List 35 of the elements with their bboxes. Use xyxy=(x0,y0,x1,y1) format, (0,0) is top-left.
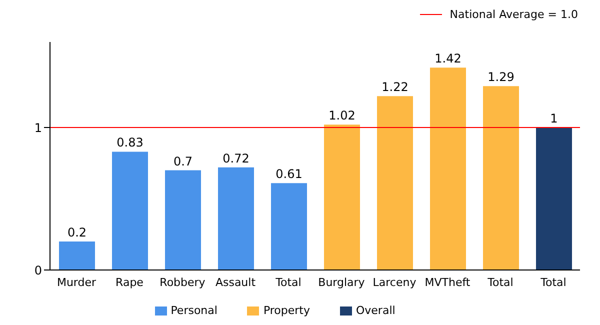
y-tick-label: 0 xyxy=(34,263,42,278)
legend-label: Property xyxy=(263,304,310,317)
legend-label: Overall xyxy=(356,304,396,317)
legend-label: Personal xyxy=(170,304,218,317)
x-tick-label: Total xyxy=(486,276,514,289)
x-tick-label: Robbery xyxy=(160,276,206,289)
bar xyxy=(112,152,148,270)
data-label: 1.29 xyxy=(488,70,514,84)
bar xyxy=(536,128,572,270)
data-label: 0.2 xyxy=(67,226,87,240)
x-tick-label: Larceny xyxy=(372,276,417,289)
x-tick-label: MVTheft xyxy=(424,276,471,289)
data-label: 1.42 xyxy=(434,52,462,66)
data-label: 0.7 xyxy=(173,154,193,168)
data-label: 1 xyxy=(550,112,558,126)
bar xyxy=(165,170,201,270)
x-tick-label: Assault xyxy=(215,276,256,289)
x-tick-label: Total xyxy=(540,276,566,289)
bar xyxy=(430,68,466,270)
data-label: 1.22 xyxy=(382,80,408,94)
data-label: 0.72 xyxy=(222,151,250,166)
bar xyxy=(271,183,307,270)
data-label: 1.02 xyxy=(328,108,356,123)
bar xyxy=(324,124,360,270)
bar xyxy=(483,86,519,270)
x-tick-label: Burglary xyxy=(318,276,366,289)
legend-label: National Average = 1.0 xyxy=(450,8,578,21)
x-tick-label: Total xyxy=(274,276,302,289)
bar xyxy=(59,242,95,270)
bar xyxy=(218,167,254,270)
x-tick-label: Murder xyxy=(56,276,96,289)
x-tick-label: Rape xyxy=(116,276,144,289)
data-label: 0.61 xyxy=(276,167,302,182)
bar xyxy=(377,96,413,270)
data-label: 0.83 xyxy=(116,136,144,150)
